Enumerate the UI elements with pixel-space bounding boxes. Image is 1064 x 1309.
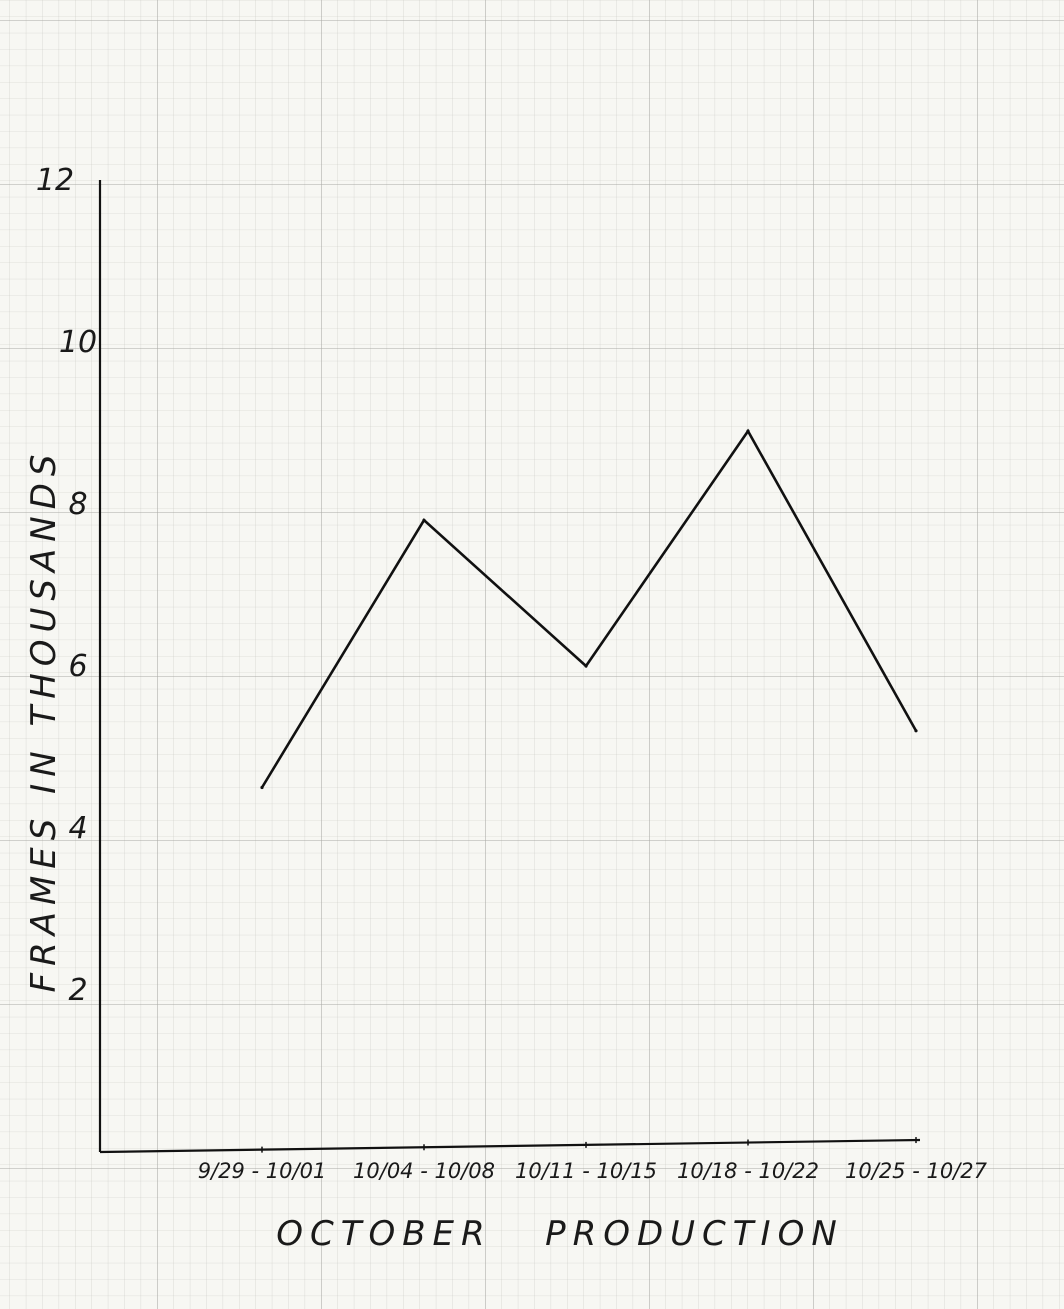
x-tick-label: 10/18 - 10/22: [677, 1159, 819, 1183]
y-axis-title: FRAMES IN THOUSANDS: [24, 448, 64, 993]
x-tick-label: 10/11 - 10/15: [515, 1159, 657, 1183]
y-tick-label: 12: [36, 163, 74, 198]
data-point: [422, 518, 426, 522]
x-tick-label: 9/29 - 10/01: [198, 1159, 327, 1183]
y-tick-label: 6: [68, 649, 87, 684]
x-axis-title: OCTOBER PRODUCTION: [276, 1214, 844, 1254]
data-point: [584, 664, 588, 668]
data-point: [260, 785, 264, 790]
y-tick-label: 4: [68, 811, 87, 846]
data-point: [914, 729, 918, 733]
x-tick-label: 10/25 - 10/27: [845, 1159, 988, 1183]
x-tick-label: 10/04 - 10/08: [353, 1159, 495, 1183]
x-axis: [99, 1138, 921, 1154]
y-tick-label: 10: [59, 325, 97, 360]
y-tick-label: 2: [68, 973, 87, 1008]
y-tick-label: 8: [68, 487, 87, 522]
data-point: [746, 429, 750, 433]
